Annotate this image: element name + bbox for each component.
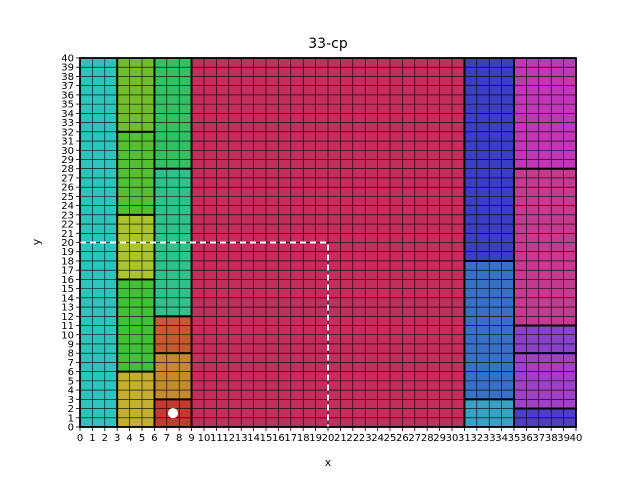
y-tick-label: 0 (68, 423, 74, 434)
y-tick-label: 17 (61, 266, 74, 277)
y-tick-label: 27 (61, 173, 74, 184)
y-tick-label: 4 (68, 386, 74, 397)
region-18 (514, 168, 576, 326)
x-tick-label: 28 (421, 433, 434, 444)
x-tick-label: 9 (188, 433, 194, 444)
y-tick-label: 14 (61, 293, 74, 304)
y-tick-label: 38 (61, 72, 74, 83)
y-tick-label: 13 (61, 303, 74, 314)
y-tick-label: 30 (61, 146, 74, 157)
x-tick-label: 39 (557, 433, 570, 444)
x-tick-label: 33 (483, 433, 496, 444)
y-tick-label: 11 (61, 321, 74, 332)
y-tick-label: 16 (61, 275, 74, 286)
y-tick-label: 29 (61, 155, 74, 166)
x-tick-label: 7 (164, 433, 170, 444)
chart-title: 33-cp (308, 36, 348, 52)
x-tick-label: 13 (235, 433, 248, 444)
x-tick-label: 4 (126, 433, 132, 444)
y-axis-label: y (30, 238, 43, 245)
x-tick-label: 17 (284, 433, 297, 444)
x-tick-label: 23 (359, 433, 372, 444)
x-tick-label: 22 (346, 433, 359, 444)
y-tick-label: 9 (68, 339, 74, 350)
dashed-path (80, 241, 329, 427)
x-tick-label: 31 (458, 433, 471, 444)
x-axis-label: x (325, 456, 332, 469)
x-tick-label: 15 (260, 433, 273, 444)
x-tick-label: 5 (139, 433, 145, 444)
x-tick-label: 8 (176, 433, 182, 444)
y-tick-label: 7 (68, 358, 74, 369)
x-tick-label: 37 (532, 433, 545, 444)
y-tick-label: 18 (61, 256, 74, 267)
y-tick-label: 36 (61, 90, 74, 101)
x-tick-label: 25 (384, 433, 397, 444)
x-tick-label: 29 (433, 433, 446, 444)
x-tick-label: 14 (247, 433, 260, 444)
y-tick-label: 21 (61, 229, 74, 240)
x-tick-label: 26 (396, 433, 409, 444)
y-tick-label: 23 (61, 210, 74, 221)
y-axis-ticks: 0123456789101112131415161718192021222324… (61, 54, 80, 434)
x-tick-label: 30 (446, 433, 459, 444)
x-tick-label: 36 (520, 433, 533, 444)
x-tick-label: 35 (508, 433, 521, 444)
y-tick-label: 19 (61, 247, 74, 258)
y-tick-label: 22 (61, 220, 74, 231)
x-tick-label: 12 (222, 433, 235, 444)
y-tick-label: 20 (61, 238, 74, 249)
x-tick-label: 2 (102, 433, 108, 444)
y-tick-label: 15 (61, 284, 74, 295)
y-tick-label: 31 (61, 137, 74, 148)
marker-point (168, 408, 178, 419)
y-tick-label: 34 (61, 109, 74, 120)
x-tick-label: 34 (495, 433, 508, 444)
y-tick-label: 5 (68, 376, 74, 387)
y-tick-label: 2 (68, 404, 74, 415)
y-tick-label: 1 (68, 413, 74, 424)
overlay-layer (80, 241, 329, 427)
y-tick-label: 40 (61, 54, 74, 65)
y-tick-label: 10 (61, 330, 74, 341)
y-tick-label: 39 (61, 63, 74, 74)
x-tick-label: 38 (545, 433, 558, 444)
x-tick-label: 6 (151, 433, 157, 444)
y-tick-label: 28 (61, 164, 74, 175)
y-tick-label: 6 (68, 367, 74, 378)
x-tick-label: 16 (272, 433, 285, 444)
x-tick-label: 20 (322, 433, 335, 444)
y-tick-label: 26 (61, 183, 74, 194)
x-tick-label: 24 (371, 433, 384, 444)
x-tick-label: 11 (210, 433, 223, 444)
y-tick-label: 3 (68, 395, 74, 406)
x-tick-label: 3 (114, 433, 120, 444)
y-tick-label: 12 (61, 312, 74, 323)
y-tick-label: 8 (68, 349, 74, 360)
y-tick-label: 24 (61, 201, 74, 212)
x-axis-ticks: 0 1 2 3 4 5 6 7 8 9 10 11 12 13 14 15 16 17 18 19 20 21 22 23 24… (77, 427, 583, 444)
x-tick-label: 18 (297, 433, 310, 444)
region-4 (117, 131, 155, 215)
y-tick-label: 32 (61, 127, 74, 138)
x-tick-label: 40 (570, 433, 583, 444)
x-tick-label: 27 (408, 433, 421, 444)
y-tick-label: 33 (61, 118, 74, 129)
x-tick-label: 32 (470, 433, 483, 444)
y-tick-label: 25 (61, 192, 74, 203)
x-tick-label: 1 (89, 433, 95, 444)
x-tick-label: 10 (198, 433, 211, 444)
x-tick-label: 21 (334, 433, 347, 444)
x-tick-label: 0 (77, 433, 83, 444)
x-tick-label: 19 (309, 433, 322, 444)
region-7 (154, 353, 192, 400)
region-3 (117, 214, 155, 280)
region-17 (514, 325, 576, 354)
y-tick-label: 35 (61, 100, 74, 111)
y-tick-label: 37 (61, 81, 74, 92)
